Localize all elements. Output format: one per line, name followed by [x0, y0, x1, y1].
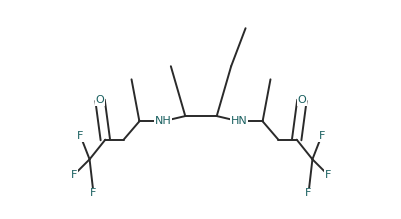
Text: HN: HN: [230, 116, 247, 126]
Text: F: F: [90, 188, 97, 198]
Text: F: F: [324, 170, 330, 180]
Text: F: F: [77, 131, 83, 141]
Text: F: F: [318, 131, 324, 141]
Text: NH: NH: [154, 116, 171, 126]
Text: O: O: [297, 95, 306, 105]
Text: F: F: [71, 170, 77, 180]
Text: F: F: [304, 188, 311, 198]
Text: O: O: [95, 95, 104, 105]
